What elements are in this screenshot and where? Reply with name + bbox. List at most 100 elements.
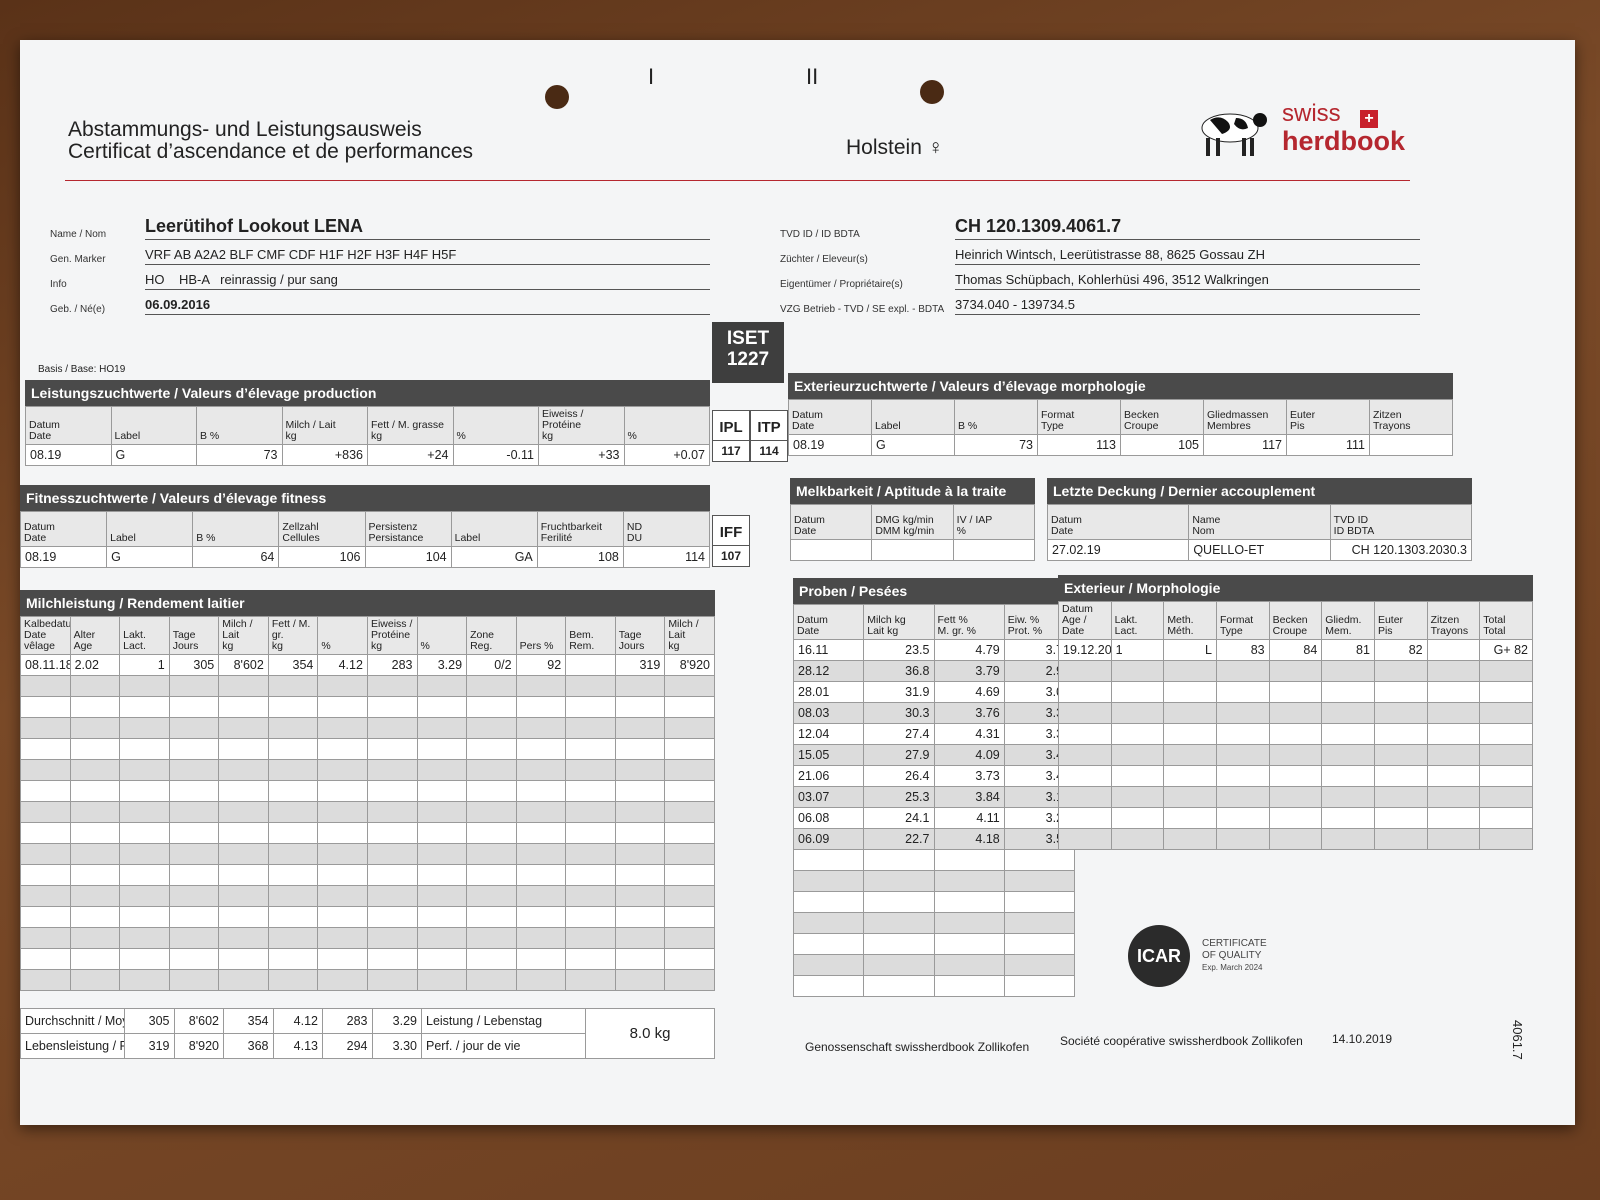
cell: [1479, 807, 1533, 829]
cell: G+ 82: [1479, 639, 1533, 661]
header-row: Datum Date Milch kg Lait kg Fett % M. gr. …: [792, 604, 1076, 640]
cell: [69, 885, 121, 907]
cell: [366, 696, 418, 718]
cell: [1058, 828, 1112, 850]
cell: [515, 864, 567, 886]
header-row: Datum Date Name Nom TVD ID ID BDTA: [1046, 504, 1473, 540]
cell: [565, 885, 616, 907]
cell: [664, 675, 715, 697]
swiss-cross: +: [1360, 110, 1378, 128]
cell: [1058, 723, 1112, 745]
cell: [366, 843, 418, 865]
cell: [1215, 765, 1270, 787]
cell: [218, 969, 269, 991]
cell: L: [1163, 639, 1217, 661]
column-header: %: [317, 616, 368, 655]
cell: +33: [538, 444, 625, 466]
totals-value: 368: [223, 1033, 274, 1059]
column-header: ND DU: [622, 511, 711, 547]
totals-value: 283: [322, 1008, 373, 1034]
cell: [1426, 744, 1481, 766]
cell: [69, 927, 121, 949]
totals-section: Durchschnitt / Moyenne3058'6023544.12283…: [20, 1008, 715, 1059]
totals-value: 319: [124, 1033, 175, 1059]
cell: [466, 696, 517, 718]
exterior-values-section: Exterieurzuchtwerte / Valeurs d’élevage …: [788, 373, 1453, 456]
totals-label: Durchschnitt / Moyenne: [20, 1008, 125, 1034]
cell: 36.8: [863, 660, 935, 682]
data-table: Datum Date Name Nom TVD ID ID BDTA 27.02.19…: [1046, 504, 1473, 561]
cell: 22.7: [863, 828, 935, 850]
cell: [168, 969, 220, 991]
cell: [267, 885, 319, 907]
cell: [317, 696, 368, 718]
cell: [1479, 765, 1533, 787]
cell: [168, 675, 220, 697]
cell: [317, 969, 368, 991]
cell: 16.11: [792, 639, 865, 661]
cell: [20, 948, 71, 970]
empty-row: [792, 933, 1076, 955]
iset-value: 1227: [726, 349, 770, 370]
cell: [1110, 807, 1165, 829]
title-fr: Certificat d’ascendance et de performanc…: [68, 140, 474, 163]
column-header: Fett % M. gr. %: [933, 604, 1005, 640]
cell: [69, 759, 121, 781]
index-value: 114: [759, 444, 779, 458]
cell: [1110, 765, 1165, 787]
cell: 319: [614, 654, 666, 676]
daily-value: 8.0 kg: [585, 1008, 715, 1059]
cell: [792, 975, 865, 997]
totals-row: Durchschnitt / Moyenne3058'6023544.12283…: [20, 1008, 715, 1059]
cell: 26.4: [863, 765, 935, 787]
cell: [119, 906, 170, 928]
cell: [218, 717, 269, 739]
cell: [1321, 807, 1375, 829]
cell: [366, 738, 418, 760]
field-label: Züchter / Eleveur(s): [780, 254, 868, 265]
column-header: Kalbedatum Date vêlage: [20, 616, 71, 655]
cell: [1163, 702, 1217, 724]
cell: [466, 738, 517, 760]
cell: [1163, 744, 1217, 766]
cell: [168, 717, 220, 739]
cell: [1479, 660, 1533, 682]
cell: [119, 822, 170, 844]
column-header: Meth. Méth.: [1163, 601, 1217, 640]
title-de: Abstammungs- und Leistungsausweis: [68, 118, 422, 141]
cell: 4.31: [933, 723, 1005, 745]
cell: [366, 822, 418, 844]
cell: [20, 801, 71, 823]
cell: [1215, 681, 1270, 703]
cell: [933, 912, 1005, 934]
cell: [1268, 744, 1323, 766]
header-rule: [65, 180, 1410, 181]
cell: [565, 675, 616, 697]
iset-label: ISET: [726, 328, 770, 349]
column-header: Lakt. Lact.: [1110, 601, 1165, 640]
cell: 08.03: [792, 702, 865, 724]
cell: [119, 675, 170, 697]
cell: [1369, 434, 1453, 456]
cell: [614, 864, 666, 886]
cell: 21.06: [792, 765, 865, 787]
cell: [515, 717, 567, 739]
empty-row: [20, 822, 715, 844]
index-label: IFF: [713, 516, 749, 546]
cell: [664, 696, 715, 718]
cell: [69, 822, 121, 844]
cell: 3.76: [933, 702, 1005, 724]
empty-row: [792, 849, 1076, 871]
cell: [664, 801, 715, 823]
cell: [466, 885, 517, 907]
samples-section: Proben / Pesées Datum Date Milch kg Lait k…: [792, 578, 1076, 997]
cell: [792, 954, 865, 976]
cell: 1: [119, 654, 170, 676]
cell: G: [110, 444, 197, 466]
field-value: Leerütihof Lookout LENA: [145, 216, 710, 240]
empty-row: [1058, 702, 1533, 724]
cell: [267, 696, 319, 718]
cell: [614, 696, 666, 718]
cell: 354: [267, 654, 319, 676]
